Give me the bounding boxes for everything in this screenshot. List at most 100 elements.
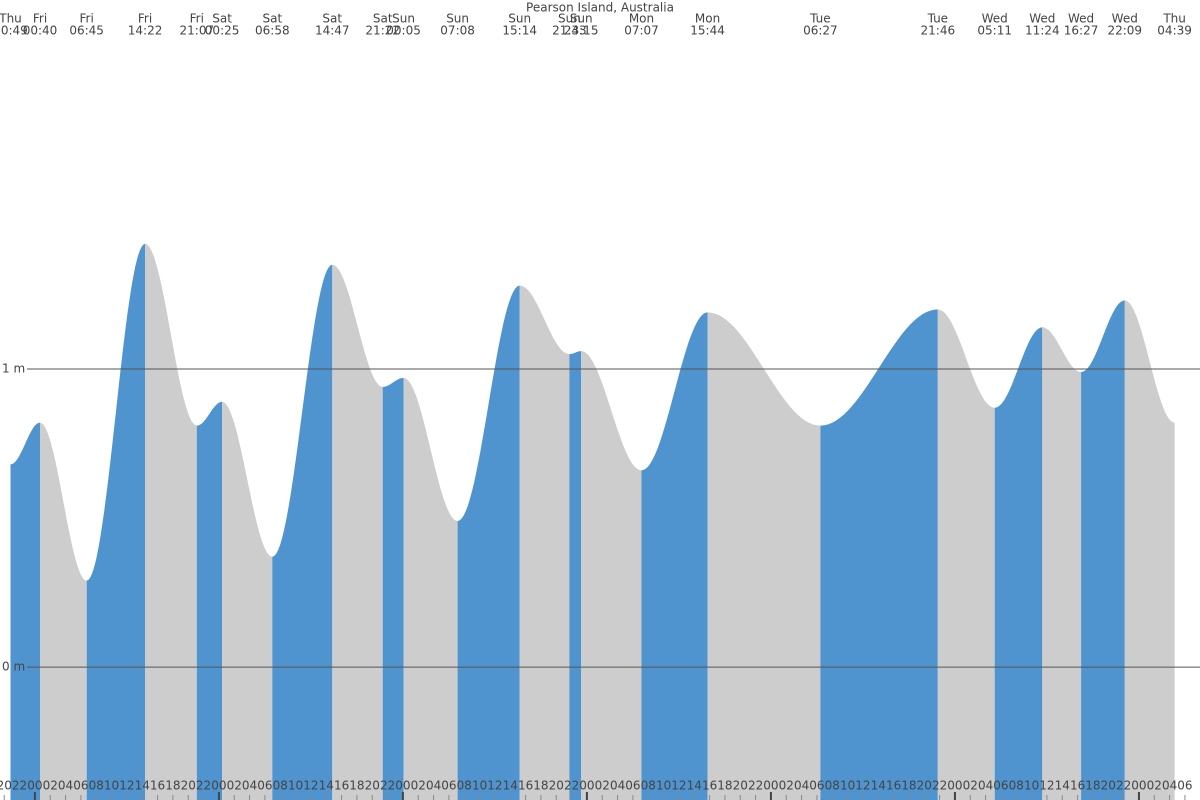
extreme-time: 00:05 [386, 24, 421, 38]
extreme-time: 06:45 [69, 24, 104, 38]
hour-label: 12 [303, 779, 318, 793]
extreme-time: 07:08 [440, 24, 475, 38]
falling-segment [519, 285, 570, 800]
hour-label: 18 [533, 779, 548, 793]
hour-label: 04 [426, 779, 441, 793]
rising-segment [1081, 300, 1125, 800]
y-tick-label: 1 m [2, 362, 25, 376]
extreme-day: Wed [982, 12, 1008, 26]
hour-label: 14 [871, 779, 886, 793]
hour-label: 14 [503, 779, 518, 793]
extreme-time: 07:07 [624, 24, 659, 38]
rising-segment [10, 422, 40, 800]
extreme-day: Mon [695, 12, 720, 26]
rising-segment [994, 327, 1043, 800]
rising-segment [272, 264, 333, 800]
hour-label: 04 [1162, 779, 1177, 793]
extreme-time: 21:43 [552, 24, 587, 38]
hour-label: 20 [1101, 779, 1116, 793]
rising-segment [820, 309, 938, 800]
hour-label: 12 [487, 779, 502, 793]
hour-label: 10 [840, 779, 855, 793]
extreme-day: Sat [212, 12, 232, 26]
extreme-day: Thu [1162, 12, 1186, 26]
hour-label: 04 [58, 779, 73, 793]
extreme-time: 15:14 [502, 24, 537, 38]
hour-label: 20 [733, 779, 748, 793]
falling-segment [1124, 300, 1175, 800]
extreme-day: Sun [446, 12, 469, 26]
extreme-time: 06:27 [803, 24, 838, 38]
hour-label: 16 [334, 779, 349, 793]
extreme-time: 11:24 [1025, 24, 1060, 38]
falling-segment [145, 243, 197, 800]
hour-label: 22 [196, 779, 211, 793]
falling-segment [40, 422, 87, 800]
rising-segment [86, 243, 145, 800]
extreme-time: 21:07 [180, 24, 215, 38]
chart-title: Pearson Island, Australia [526, 1, 674, 15]
hour-label: 08 [273, 779, 288, 793]
hour-label: 00 [211, 779, 226, 793]
extreme-time: 00:40 [23, 24, 58, 38]
hour-label: 08 [825, 779, 840, 793]
hour-label: 20 [181, 779, 196, 793]
hour-label: 04 [794, 779, 809, 793]
extreme-day: Sun [392, 12, 415, 26]
hour-label: 12 [119, 779, 134, 793]
hour-label: 02 [43, 779, 58, 793]
hour-label: 20 [365, 779, 380, 793]
extreme-day: Sun [558, 12, 581, 26]
falling-segment [937, 309, 995, 800]
extreme-time: 15:44 [690, 24, 725, 38]
hour-label: 18 [165, 779, 180, 793]
rising-segment [569, 351, 582, 800]
hour-label: 22 [564, 779, 579, 793]
extreme-time: 14:47 [315, 24, 350, 38]
extreme-day: Mon [629, 12, 654, 26]
hour-label: 18 [901, 779, 916, 793]
extreme-day: Wed [1068, 12, 1094, 26]
hour-label: 18 [349, 779, 364, 793]
falling-segment [403, 377, 458, 800]
hour-label: 12 [855, 779, 870, 793]
rising-segment [641, 312, 708, 800]
hour-label: 10 [1024, 779, 1039, 793]
hour-label: 00 [27, 779, 42, 793]
extreme-time: 05:11 [977, 24, 1012, 38]
hour-label: 02 [779, 779, 794, 793]
hour-label: 14 [687, 779, 702, 793]
hour-label: 16 [702, 779, 717, 793]
falling-segment [707, 312, 821, 800]
extreme-day: Fri [190, 12, 204, 26]
rising-segment [457, 285, 520, 800]
extreme-day: Wed [1029, 12, 1055, 26]
hour-label: 06 [257, 779, 272, 793]
falling-segment [581, 351, 642, 800]
extreme-day: Thu [0, 12, 22, 26]
falling-segment [1042, 327, 1082, 800]
hour-label: 02 [227, 779, 242, 793]
hour-label: 08 [457, 779, 472, 793]
hour-label: 16 [150, 779, 165, 793]
hour-label: 02 [1147, 779, 1162, 793]
extreme-day: Tue [809, 12, 831, 26]
extreme-day: Fri [80, 12, 94, 26]
hour-label: 06 [809, 779, 824, 793]
falling-segment [222, 401, 273, 800]
hour-label: 00 [1131, 779, 1146, 793]
hour-label: 22 [1116, 779, 1131, 793]
hour-label: 04 [242, 779, 257, 793]
extreme-time: 00:25 [205, 24, 240, 38]
hour-label: 18 [717, 779, 732, 793]
extreme-time: 04:39 [1157, 24, 1192, 38]
hour-label: 02 [595, 779, 610, 793]
rising-segment [382, 377, 404, 800]
hour-label: 06 [1177, 779, 1192, 793]
hour-label: 14 [1055, 779, 1070, 793]
extreme-time: 23:15 [564, 24, 599, 38]
hour-label: 12 [1039, 779, 1054, 793]
hour-label: 04 [610, 779, 625, 793]
